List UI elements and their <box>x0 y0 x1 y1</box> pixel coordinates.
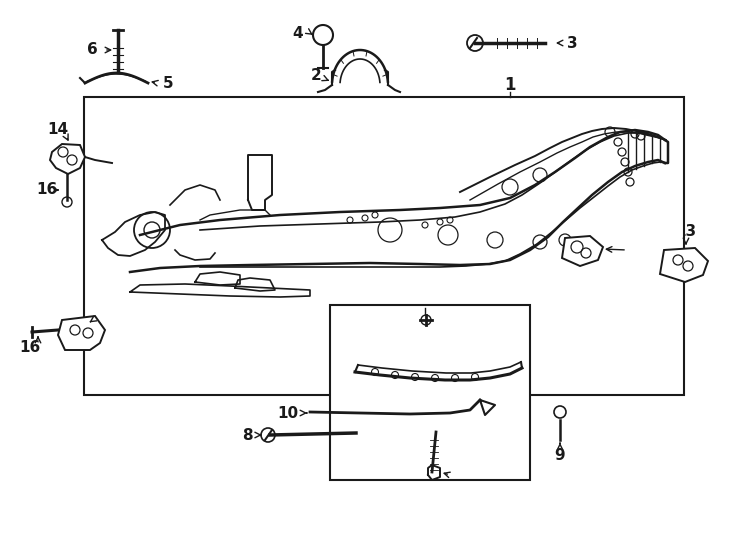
Text: 2: 2 <box>310 69 321 84</box>
Bar <box>330 305 530 480</box>
Text: 11: 11 <box>449 468 470 483</box>
Text: 15: 15 <box>95 307 116 322</box>
Text: 10: 10 <box>277 406 299 421</box>
Text: 13: 13 <box>675 225 697 240</box>
Text: 3: 3 <box>567 36 578 51</box>
Text: 16: 16 <box>19 341 40 355</box>
Polygon shape <box>660 248 708 282</box>
Text: 7: 7 <box>420 294 430 309</box>
Polygon shape <box>58 316 105 350</box>
Text: 9: 9 <box>555 448 565 462</box>
Text: 1: 1 <box>504 76 516 94</box>
Text: 5: 5 <box>163 76 173 91</box>
Text: 12: 12 <box>628 242 650 258</box>
Text: 16: 16 <box>37 183 58 198</box>
Polygon shape <box>50 144 85 174</box>
Text: 6: 6 <box>87 43 98 57</box>
Text: 14: 14 <box>48 123 68 138</box>
Text: 8: 8 <box>241 428 252 442</box>
Text: 4: 4 <box>293 25 303 40</box>
Bar <box>84 97 684 395</box>
Polygon shape <box>562 236 603 266</box>
